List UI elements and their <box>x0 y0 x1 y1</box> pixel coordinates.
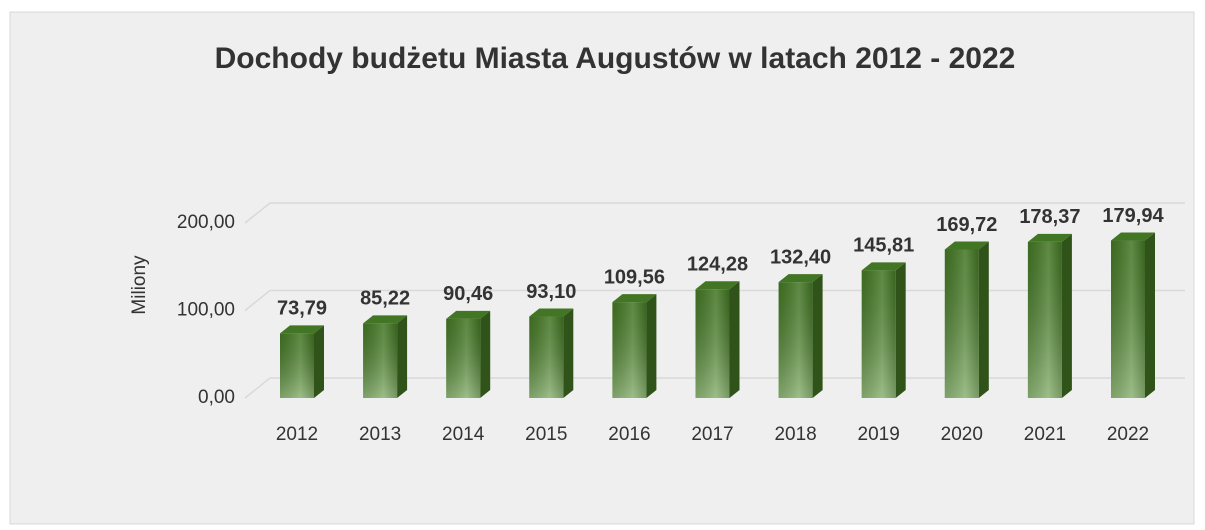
x-tick-label: 2021 <box>1024 424 1066 445</box>
y-tick-label: 0,00 <box>198 387 235 408</box>
x-tick-label: 2016 <box>608 424 650 445</box>
data-label: 145,81 <box>853 235 914 257</box>
bar-top <box>1111 232 1155 241</box>
bar-side <box>397 315 408 398</box>
bar-shine <box>778 282 813 398</box>
bar-side <box>729 281 740 398</box>
bar-shine <box>1111 240 1145 398</box>
bar-side <box>1061 233 1072 398</box>
x-tick-label: 2018 <box>774 424 816 445</box>
bar-top <box>280 325 324 334</box>
data-label: 93,10 <box>526 281 576 303</box>
x-tick-label: 2020 <box>941 424 983 445</box>
bar-side <box>1145 232 1155 398</box>
bar-shine <box>695 289 730 398</box>
bar-side <box>895 262 906 398</box>
x-tick-label: 2019 <box>858 424 900 445</box>
bar-shine <box>1027 241 1062 398</box>
grid-line <box>244 202 271 224</box>
data-label: 178,37 <box>1019 206 1080 228</box>
data-label: 124,28 <box>687 254 748 276</box>
bar-shine <box>861 270 896 398</box>
bar-top <box>446 310 491 319</box>
bar-side <box>978 241 989 398</box>
bar-top <box>612 294 657 303</box>
grid-line <box>244 377 271 399</box>
bar-side <box>812 274 823 398</box>
bar-side <box>646 294 657 398</box>
bar-shine <box>446 318 481 398</box>
x-tick-label: 2013 <box>359 424 401 445</box>
x-tick-label: 2022 <box>1107 424 1149 445</box>
bar-shine <box>944 249 979 398</box>
x-tick-label: 2015 <box>525 424 567 445</box>
data-label: 169,72 <box>936 214 997 236</box>
data-label: 85,22 <box>360 288 410 310</box>
y-tick-label: 200,00 <box>177 212 235 233</box>
data-label: 90,46 <box>443 283 493 305</box>
bar-top <box>778 274 823 283</box>
grid-line <box>244 289 271 312</box>
x-tick-label: 2017 <box>691 424 733 445</box>
bar-shine <box>280 333 314 398</box>
bar-top <box>695 281 740 290</box>
data-label: 132,40 <box>770 246 831 268</box>
bar-side <box>563 308 574 398</box>
y-axis-label: Miliony <box>129 255 150 315</box>
x-tick-label: 2012 <box>276 424 318 445</box>
x-tick-label: 2014 <box>442 424 485 445</box>
bar-side <box>480 310 491 398</box>
chart-area <box>9 11 1195 525</box>
bar-shine <box>363 323 398 398</box>
bar-top <box>944 241 989 250</box>
chart-title: Dochody budżetu Miasta Augustów w latach… <box>215 42 1016 75</box>
bar-shine <box>612 302 647 398</box>
bar-side <box>314 325 324 398</box>
bar-top <box>861 262 906 271</box>
bar-top <box>363 315 408 324</box>
data-label: 109,56 <box>604 266 665 288</box>
bar-shine <box>529 316 564 398</box>
bar-top <box>529 308 574 317</box>
bar-top <box>1027 233 1072 242</box>
data-label: 73,79 <box>277 298 327 320</box>
y-tick-label: 100,00 <box>177 300 235 321</box>
data-label: 179,94 <box>1102 205 1164 227</box>
